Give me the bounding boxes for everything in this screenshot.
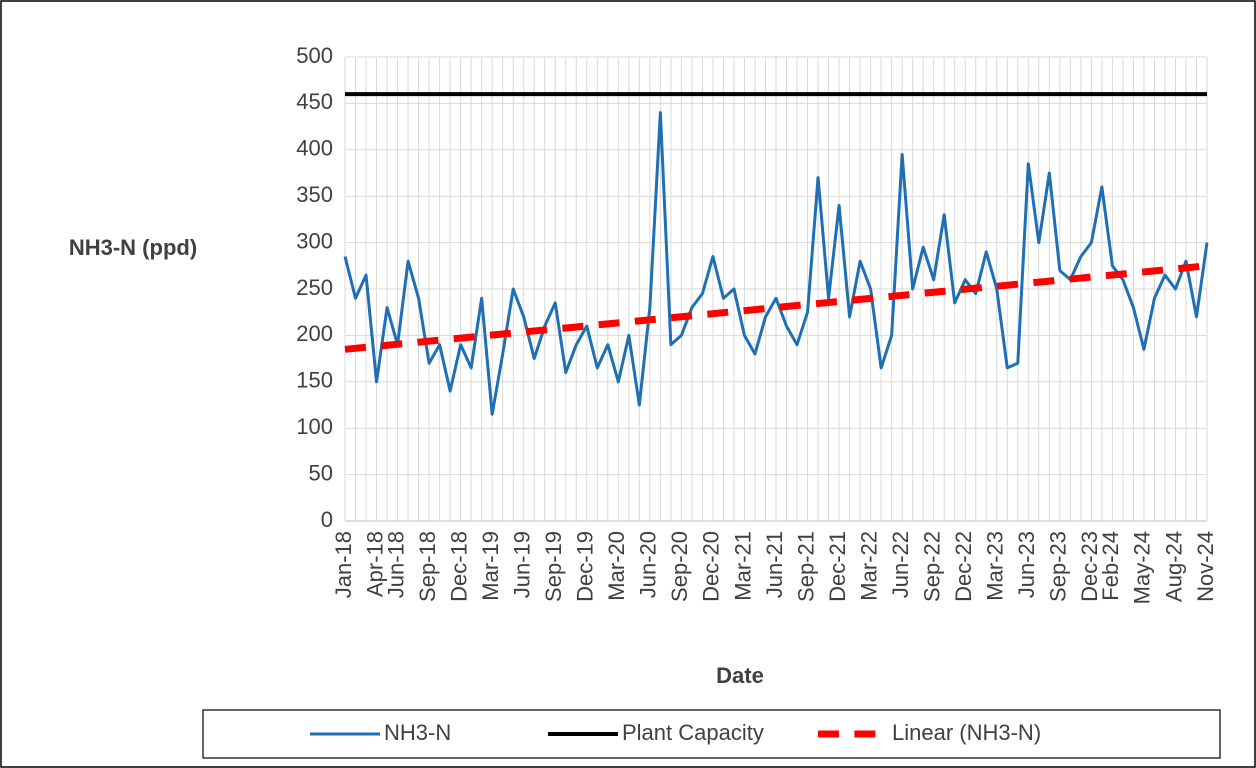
x-tick-label: Mar-21	[730, 531, 755, 601]
x-tick-label: Mar-23	[983, 531, 1008, 601]
x-tick-label: Dec-18	[446, 531, 471, 602]
y-tick-label: 100	[296, 414, 333, 439]
x-tick-label: Mar-20	[604, 531, 629, 601]
x-tick-label: Dec-23	[1077, 531, 1102, 602]
x-tick-label: Sep-23	[1046, 531, 1071, 602]
x-tick-label: Aug-24	[1161, 531, 1186, 602]
x-tick-label: Dec-22	[951, 531, 976, 602]
x-tick-label: Feb-24	[1098, 531, 1123, 601]
y-tick-label: 500	[296, 43, 333, 68]
x-tick-label: Sep-22	[919, 531, 944, 602]
x-tick-label: Jun-18	[383, 531, 408, 598]
x-tick-label: Sep-18	[415, 531, 440, 602]
legend-label: NH3-N	[384, 720, 451, 745]
y-tick-label: 150	[296, 368, 333, 393]
x-tick-label: Jan-18	[331, 531, 356, 598]
x-tick-label: Jun-20	[636, 531, 661, 598]
x-axis-title: Date	[716, 663, 764, 688]
x-tick-label: Dec-20	[699, 531, 724, 602]
x-tick-label: Dec-19	[573, 531, 598, 602]
legend-label: Linear (NH3-N)	[892, 720, 1041, 745]
y-tick-label: 0	[321, 507, 333, 532]
x-tick-label: Nov-24	[1193, 531, 1218, 602]
y-tick-label: 200	[296, 321, 333, 346]
y-tick-label: 250	[296, 275, 333, 300]
legend-label: Plant Capacity	[622, 720, 764, 745]
data-line	[343, 111, 1209, 416]
y-axis-title: NH3-N (ppd)	[69, 235, 197, 260]
x-tick-label: Jun-22	[888, 531, 913, 598]
x-tick-label: Mar-22	[856, 531, 881, 601]
x-tick-label: Mar-19	[478, 531, 503, 601]
x-tick-label: May-24	[1130, 531, 1155, 604]
x-tick-label: Jun-21	[762, 531, 787, 598]
y-tick-label: 300	[296, 228, 333, 253]
y-tick-label: 50	[309, 460, 333, 485]
x-tick-label: Sep-21	[793, 531, 818, 602]
x-tick-label: Jun-19	[510, 531, 535, 598]
y-tick-label: 450	[296, 89, 333, 114]
x-tick-label: Dec-21	[825, 531, 850, 602]
x-tick-label: Apr-18	[362, 531, 387, 597]
y-tick-label: 400	[296, 136, 333, 161]
x-tick-label: Sep-19	[541, 531, 566, 602]
x-tick-label: Jun-23	[1014, 531, 1039, 598]
y-tick-label: 350	[296, 182, 333, 207]
x-tick-label: Sep-20	[667, 531, 692, 602]
